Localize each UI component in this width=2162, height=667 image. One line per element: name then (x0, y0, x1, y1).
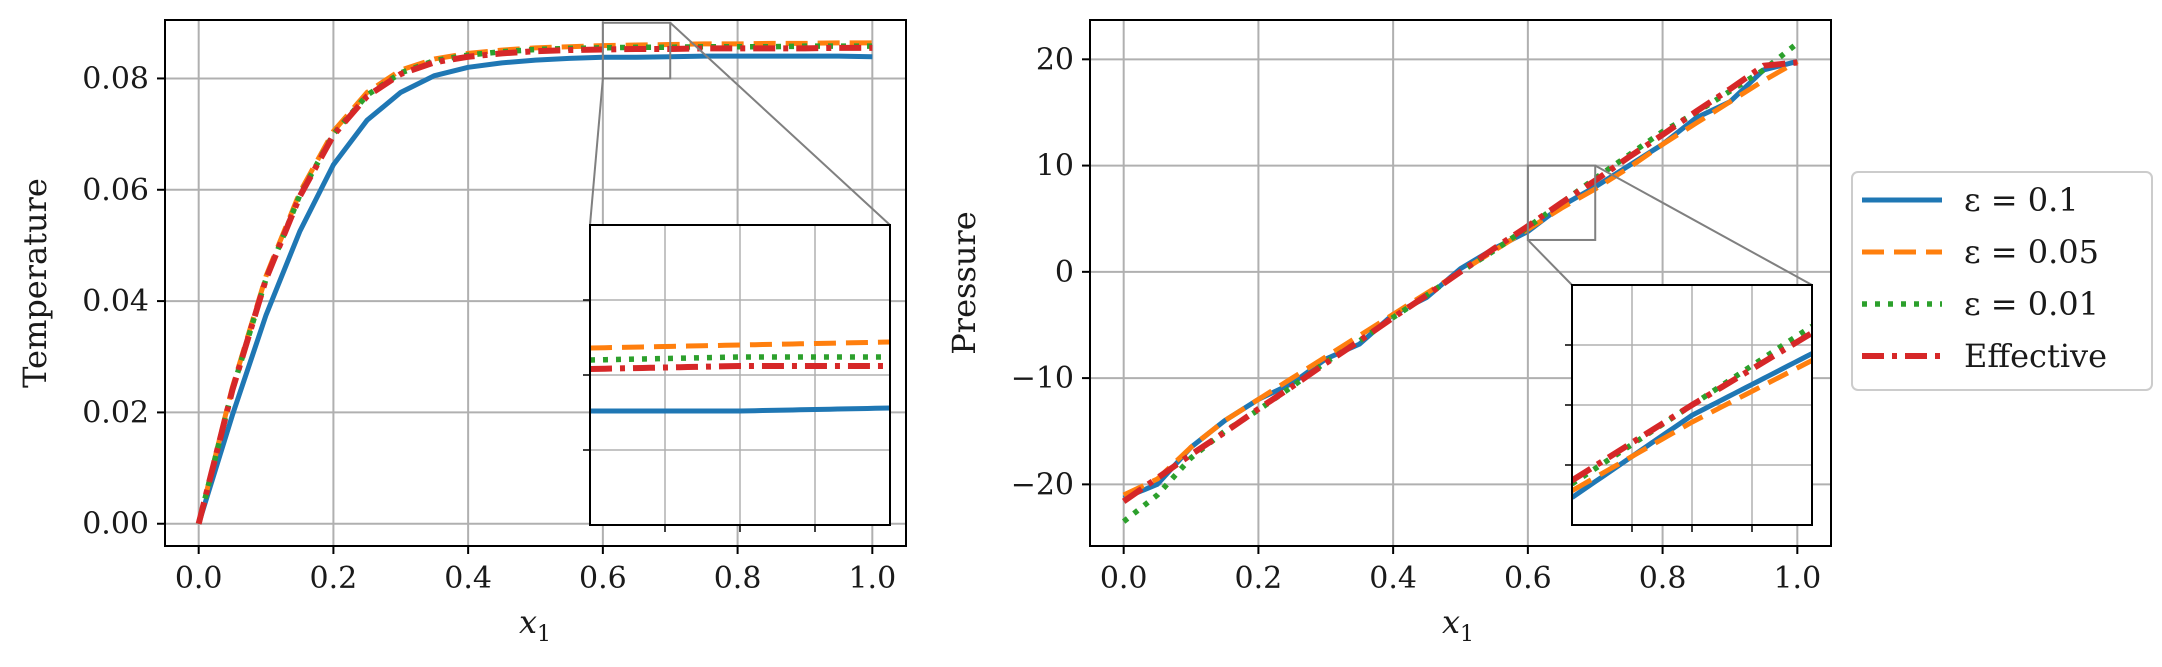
y-tick-label: 0.00 (82, 507, 149, 542)
x-tick-label: 1.0 (848, 561, 896, 596)
temperature-y-axis-label: Temperature (16, 178, 54, 388)
y-tick-label: 0.04 (82, 284, 149, 319)
y-tick-label: 10 (1036, 149, 1074, 184)
y-tick-label: 0 (1055, 255, 1074, 290)
temperature-x-ticks: 0.0 0.2 0.4 0.6 0.8 1.0 (175, 546, 896, 596)
x-tick-label: 0.0 (175, 561, 223, 596)
inset-series-line-3 (590, 354, 890, 363)
temperature-axes-frame (164, 19, 907, 547)
zoom-region-box (1526, 164, 1597, 241)
series-line-2 (196, 40, 873, 525)
pressure-axes-frame (1089, 19, 1832, 547)
pressure-inset (1565, 284, 1813, 532)
inset-series-line-2 (590, 339, 890, 351)
axes-frame (1089, 19, 1832, 547)
axes-frame (164, 19, 907, 547)
y-tick-label: 0.08 (82, 61, 149, 96)
legend-label-1: ε = 0.1 (1964, 181, 2079, 219)
series-line-3 (196, 43, 873, 525)
legend-label-4: Effective (1964, 337, 2107, 375)
zoom-connector-left (1527, 239, 1573, 286)
pressure-x-ticks: 0.0 0.2 0.4 0.6 0.8 1.0 (1100, 546, 1821, 596)
zoom-connector-left (589, 78, 604, 226)
pressure-x-axis-label: x1 (1442, 603, 1474, 647)
temperature-series-lines (195, 40, 873, 525)
series-line-4 (195, 44, 873, 525)
inset-series-line-2 (1572, 358, 1812, 493)
pressure-y-axis-label: Pressure (945, 211, 983, 354)
x-tick-label: 0.4 (444, 561, 492, 596)
legend-label-3: ε = 0.01 (1964, 285, 2099, 323)
legend-box (1851, 171, 2153, 391)
pressure-zoom-box (1526, 164, 1813, 286)
x-tick-label: 0.2 (310, 561, 358, 596)
legend-label-2: ε = 0.05 (1964, 233, 2099, 271)
zoom-region-box (601, 21, 672, 80)
y-tick-label: 0.02 (82, 395, 149, 430)
temperature-zoom-box (589, 21, 891, 226)
y-tick-label: 0.06 (82, 173, 149, 208)
temperature-y-ticks: 0.00 0.02 0.04 0.06 0.08 (82, 61, 165, 542)
y-tick-label: −10 (1011, 361, 1074, 396)
temperature-panel: 0.0 0.2 0.4 0.6 0.8 1.0 0.000.020.040.060.08 … (16, 19, 907, 647)
x-tick-label: 0.2 (1235, 561, 1283, 596)
pressure-y-ticks: 20 10 0 −10 −20 (1011, 42, 1090, 502)
pressure-grid (1090, 20, 1831, 546)
legend-entries: ε = 0.1 ε = 0.05 ε = 0.01 Effective (1862, 181, 2107, 375)
inset-series-line-1 (590, 405, 890, 414)
legend: ε = 0.1 ε = 0.05 ε = 0.01 Effective (1851, 171, 2153, 391)
zoom-connector-right (1594, 164, 1813, 286)
y-tick-label: −20 (1011, 467, 1074, 502)
temperature-inset (583, 224, 891, 532)
y-tick-label: 20 (1036, 42, 1074, 77)
series-line-1 (196, 53, 873, 525)
x-tick-label: 1.0 (1773, 561, 1821, 596)
zoom-connector-right (669, 22, 891, 226)
temperature-x-axis-label: x1 (519, 603, 551, 647)
x-tick-label: 0.6 (1504, 561, 1552, 596)
x-tick-label: 0.4 (1369, 561, 1417, 596)
series-line-4 (1121, 59, 1798, 504)
x-tick-label: 0.8 (1639, 561, 1687, 596)
inset-series-line-4 (1572, 330, 1812, 483)
x-tick-label: 0.8 (714, 561, 762, 596)
inset-frame (589, 224, 891, 526)
inset-series-line-4 (590, 363, 890, 372)
x-tick-label: 0.0 (1100, 561, 1148, 596)
inset-frame (1571, 284, 1813, 526)
x-tick-label: 0.6 (579, 561, 627, 596)
pressure-series-lines (1121, 41, 1800, 524)
